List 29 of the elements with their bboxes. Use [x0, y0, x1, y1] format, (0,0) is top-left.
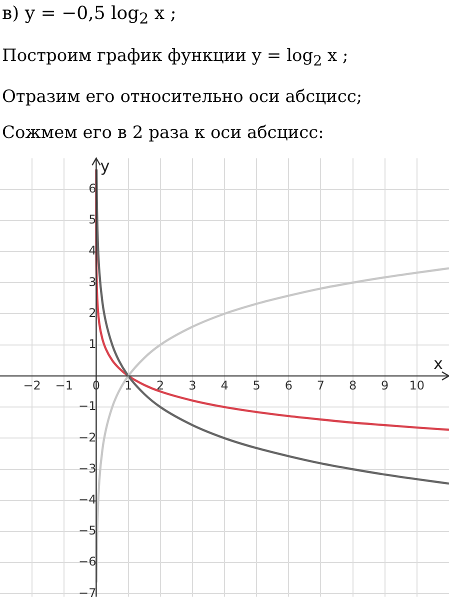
y-tick-label: −6: [78, 554, 96, 569]
y-tick-label: 1: [88, 336, 96, 351]
x-tick-label: −1: [55, 378, 73, 392]
x-tick-label: 9: [381, 378, 389, 392]
x-tick-label: 6: [284, 378, 292, 392]
x-tick-label: 5: [252, 378, 260, 392]
x-tick-label: 8: [348, 378, 357, 392]
y-tick-label: 3: [88, 274, 96, 289]
y-tick-label: −1: [78, 399, 96, 414]
x-tick-label: 7: [316, 378, 325, 392]
x-tick-label: 3: [188, 378, 196, 392]
y-tick-label: 4: [88, 244, 96, 258]
line-series: [95, 267, 449, 584]
text: Отразим его относительно оси абсцисс;: [2, 86, 364, 109]
x-tick-label: 2: [156, 378, 164, 392]
text: Построим график функции y = log$_{2}$ x ;: [2, 44, 350, 71]
y-axis-title: y: [100, 156, 110, 176]
x-tick-label: 4: [220, 378, 228, 392]
text: Сожмем его в 2 раза к оси абсцисс:: [2, 122, 325, 145]
y-tick-label: −2: [78, 430, 96, 444]
y-tick-label: 2: [88, 306, 96, 320]
y-tick-label: −7: [78, 586, 96, 600]
x-tick-label: −2: [23, 378, 41, 392]
y-tick-label: −5: [78, 524, 96, 538]
x-axis-title: x: [434, 354, 443, 374]
chart-title: в) y = −0,5 log$_{2}$ x ;: [2, 2, 178, 30]
x-tick-label: 10: [409, 378, 425, 392]
x-tick-label: 1: [124, 378, 132, 392]
y-tick-label: −3: [78, 461, 96, 476]
